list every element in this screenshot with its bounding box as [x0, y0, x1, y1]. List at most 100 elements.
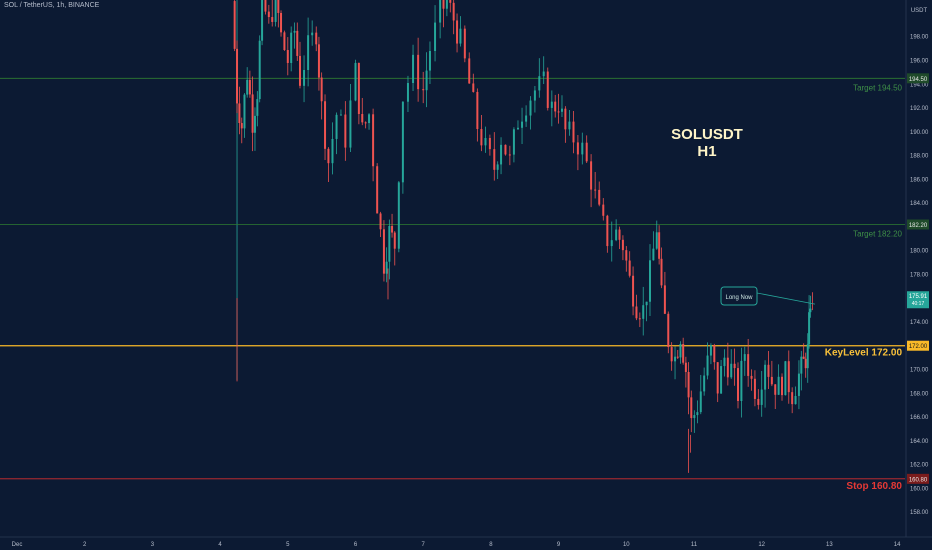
time-tick-label: 14 — [894, 542, 901, 548]
candle-body — [743, 354, 746, 361]
candle-body — [568, 121, 571, 130]
callout-box — [720, 286, 758, 306]
candle-body — [690, 397, 693, 419]
candle-body — [261, 0, 264, 41]
candle-body — [468, 58, 471, 84]
candle-body — [296, 30, 299, 56]
candle-body — [740, 360, 743, 401]
candle-body — [693, 415, 696, 419]
candle-body — [554, 101, 557, 112]
candle-body — [315, 32, 318, 45]
candle-body — [676, 356, 679, 358]
price-tick-label: 198.00 — [910, 35, 929, 41]
candle-body — [628, 260, 631, 276]
time-tick-label: 13 — [826, 542, 833, 548]
candle-body — [233, 1, 236, 49]
candle-body — [800, 356, 803, 374]
candle-body — [682, 343, 685, 363]
candle-body — [422, 89, 425, 91]
candle-body — [606, 215, 609, 247]
annotations[interactable]: Long Now — [720, 286, 816, 306]
candle-body — [670, 347, 673, 362]
candle-body — [317, 44, 320, 78]
candle-body — [307, 35, 310, 71]
candle-body — [452, 2, 455, 21]
candle-body — [797, 373, 800, 396]
candle-body — [412, 54, 415, 84]
price-tick-label: 188.00 — [910, 154, 929, 160]
target-2-scale-text: 182.20 — [909, 223, 928, 229]
candle-body — [706, 355, 709, 376]
currency-label: USDT — [911, 8, 928, 14]
candle-body — [286, 50, 289, 63]
candle-body — [238, 103, 241, 124]
price-tick-label: 166.00 — [910, 415, 929, 421]
time-tick-label: 5 — [286, 542, 290, 548]
time-tick-label: 12 — [758, 542, 765, 548]
candle-body — [382, 229, 385, 274]
candle-body — [784, 361, 787, 396]
current-price-tag — [907, 291, 929, 309]
candle-body — [703, 375, 706, 392]
candle-body — [303, 70, 306, 86]
time-tick-label: 2 — [83, 542, 87, 548]
candle-body — [357, 62, 360, 115]
key-level-scale-tag — [907, 340, 929, 351]
candle-body — [335, 114, 338, 139]
candle-body — [787, 361, 790, 393]
candle-body — [590, 161, 593, 190]
candle-body — [256, 99, 259, 116]
candle-body — [750, 375, 753, 379]
candle-body — [674, 356, 677, 362]
price-tick-label: 180.00 — [910, 249, 929, 255]
target-2-scale-tag — [907, 219, 929, 230]
candle-body — [379, 213, 382, 230]
candle-body — [730, 363, 733, 378]
candle-body — [709, 345, 712, 356]
callout-text: Long Now — [725, 295, 753, 301]
candle-body — [324, 101, 327, 149]
candle-body — [764, 364, 767, 390]
price-tick-label: 192.00 — [910, 106, 929, 112]
price-tick-label: 168.00 — [910, 391, 929, 397]
candle-body — [723, 357, 726, 367]
candle-body — [781, 376, 784, 396]
candle-body — [632, 275, 635, 307]
target-1-label: Target 194.50 — [853, 83, 902, 92]
candle-body — [277, 0, 280, 13]
candle-body — [635, 306, 638, 319]
candle-body — [425, 70, 428, 91]
candle-body — [331, 138, 334, 164]
candle-body — [459, 28, 462, 44]
candle-body — [354, 62, 357, 101]
candle-body — [274, 0, 277, 22]
price-tick-label: 194.00 — [910, 82, 929, 88]
candle-body — [615, 229, 618, 241]
candle-body — [757, 398, 760, 405]
candle-body — [488, 137, 491, 150]
candle-body — [542, 71, 545, 77]
candle-body — [767, 364, 770, 377]
time-tick-label: 4 — [218, 542, 222, 548]
candle-body — [774, 384, 777, 395]
candle-body — [802, 356, 805, 359]
candle-body — [533, 90, 536, 101]
candle-body — [713, 345, 716, 363]
time-tick-label: 9 — [557, 542, 561, 548]
candle-body — [298, 55, 301, 86]
candle-body — [808, 312, 811, 345]
candle-body — [576, 142, 579, 155]
candle-body — [246, 79, 249, 95]
candle-body — [248, 79, 251, 95]
price-tick-label: 164.00 — [910, 439, 929, 445]
candle-body — [525, 115, 528, 122]
candle-body — [401, 101, 404, 183]
candle-body — [760, 389, 763, 405]
candle-body — [361, 114, 364, 123]
candle-body — [642, 305, 645, 319]
candle-body — [428, 51, 431, 71]
candle-body — [564, 108, 567, 130]
candle-body — [791, 392, 794, 405]
